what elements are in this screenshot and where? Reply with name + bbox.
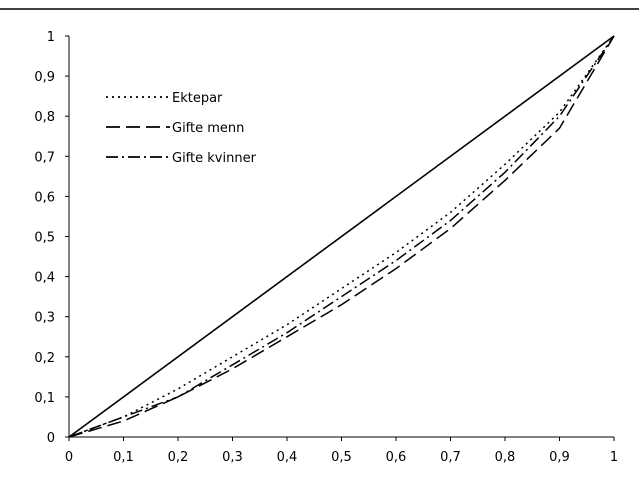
y-tick-label: 0,7 xyxy=(34,150,55,165)
x-tick-label: 0,3 xyxy=(222,450,243,465)
series-line-3 xyxy=(68,35,615,438)
y-tick-label: 0,4 xyxy=(34,271,55,286)
series-lines xyxy=(68,35,615,438)
legend-label-1: Ektepar xyxy=(172,91,223,106)
legend-label-3: Gifte kvinner xyxy=(172,151,257,166)
y-tick-label: 0,5 xyxy=(34,231,55,246)
x-tick-label: 0,9 xyxy=(549,450,570,465)
legend: Ektepar Gifte menn Gifte kvinner xyxy=(106,91,257,166)
axes xyxy=(65,35,615,441)
y-tick-label: 0,9 xyxy=(34,70,55,85)
y-tick-label: 0,3 xyxy=(34,311,55,326)
legend-label-2: Gifte menn xyxy=(172,121,244,136)
y-tick-label: 0,2 xyxy=(34,351,55,366)
y-tick-label: 0,1 xyxy=(34,391,55,406)
series-line-2 xyxy=(68,35,615,438)
x-tick-label: 0,4 xyxy=(277,450,298,465)
y-tick-label: 1 xyxy=(47,30,55,45)
y-tick-label: 0 xyxy=(47,431,55,446)
y-tick-label: 0,8 xyxy=(34,110,55,125)
x-tick-label: 0 xyxy=(65,450,73,465)
y-tick-label: 0,6 xyxy=(34,190,55,205)
x-tick-label: 0,6 xyxy=(386,450,407,465)
tick-labels: 0 0,1 0,2 0,3 0,4 0,5 0,6 0,7 0,8 0,9 1 0 0,1 0,2 0,3 0… xyxy=(34,30,618,465)
x-tick-label: 0,8 xyxy=(495,450,516,465)
x-tick-label: 0,1 xyxy=(113,450,134,465)
x-tick-label: 0,7 xyxy=(440,450,461,465)
x-tick-label: 0,2 xyxy=(168,450,189,465)
equality-line xyxy=(68,35,615,438)
x-tick-label: 1 xyxy=(610,450,618,465)
x-tick-label: 0,5 xyxy=(331,450,352,465)
